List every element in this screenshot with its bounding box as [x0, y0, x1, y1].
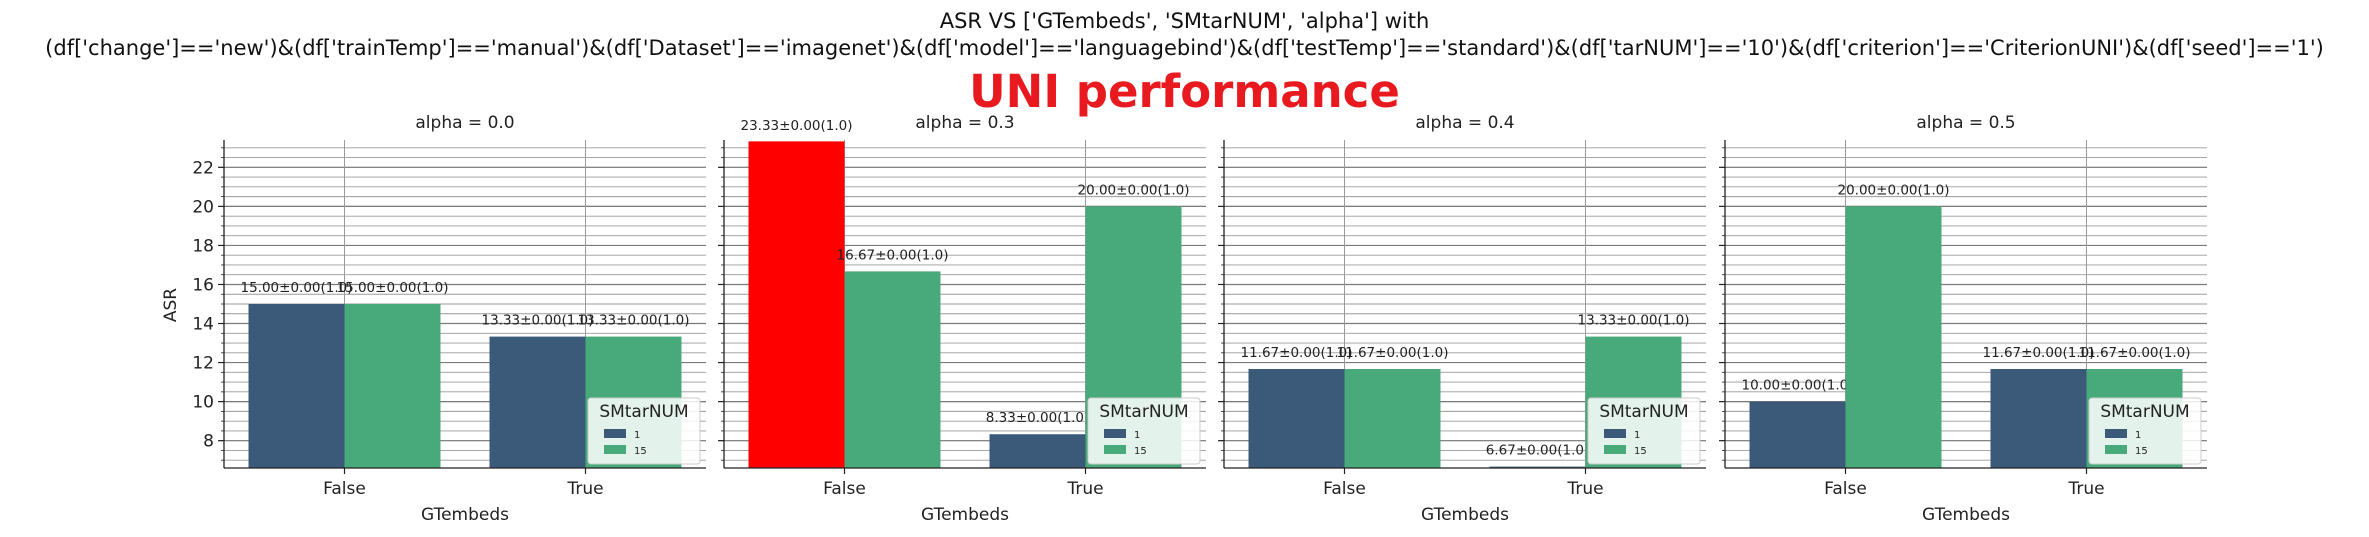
data-label: 13.33±0.00(1.0): [481, 313, 593, 329]
panel-title: alpha = 0.4: [1415, 113, 1514, 133]
x-axis-label: GTembeds: [421, 505, 509, 525]
legend-swatch-1: [604, 429, 626, 438]
legend-entry-label: 1: [1134, 430, 1140, 441]
data-label: 11.67±0.00(1.0): [1982, 345, 2094, 361]
bar-1-false: [1248, 369, 1345, 468]
data-label: 13.33±0.00(1.0): [1577, 313, 1689, 329]
data-label: 11.67±0.00(1.0): [2078, 345, 2190, 361]
legend-entry-label: 15: [1634, 446, 1647, 457]
data-label: 20.00±0.00(1.0): [1837, 182, 1949, 198]
x-tick-label: True: [1566, 479, 1603, 499]
data-label: 23.33±0.00(1.0): [740, 118, 852, 134]
data-label: 20.00±0.00(1.0): [1077, 182, 1189, 198]
data-label: 13.33±0.00(1.0): [577, 313, 689, 329]
data-label: 15.00±0.00(1.0): [240, 280, 352, 296]
data-label: 8.33±0.00(1.0): [986, 410, 1089, 426]
chart-title: ASR VS ['GTembeds', 'SMtarNUM', 'alpha']…: [939, 9, 1430, 33]
data-label: 6.67±0.00(1.0): [1486, 443, 1589, 459]
x-tick-label: False: [823, 479, 866, 499]
y-tick-label: 14: [192, 315, 214, 335]
legend-entry-label: 15: [2135, 446, 2148, 457]
y-axis-label: ASR: [161, 288, 181, 322]
legend-title: SMtarNUM: [599, 402, 688, 422]
legend-entry-label: 1: [2135, 430, 2141, 441]
legend-entry-label: 15: [1134, 446, 1147, 457]
y-tick-label: 18: [192, 236, 214, 256]
bar-15-false: [1845, 206, 1942, 468]
x-tick-label: False: [323, 479, 366, 499]
bar-1-true: [489, 336, 586, 468]
bar-15-false: [844, 271, 941, 468]
legend-entry-label: 15: [634, 446, 647, 457]
x-axis-label: GTembeds: [1922, 505, 2010, 525]
legend-swatch-1: [2105, 429, 2127, 438]
data-label: 11.67±0.00(1.0): [1336, 345, 1448, 361]
legend-swatch-15: [2105, 445, 2127, 454]
y-tick-label: 8: [203, 432, 214, 452]
x-axis-label: GTembeds: [921, 505, 1009, 525]
legend-swatch-15: [1104, 445, 1126, 454]
bar-1-false: [1749, 401, 1846, 468]
bar-1-true: [989, 434, 1086, 468]
data-label: 15.00±0.00(1.0): [336, 280, 448, 296]
legend-entry-label: 1: [1634, 430, 1640, 441]
chart-filter-expression: (df['change']=='new')&(df['trainTemp']==…: [45, 36, 2324, 60]
legend-swatch-15: [1604, 445, 1626, 454]
bar-1-true: [1489, 466, 1586, 468]
x-tick-label: True: [2067, 479, 2104, 499]
bar-15-false: [344, 304, 441, 468]
bar-1-false: [248, 304, 345, 468]
chart-subtitle: UNI performance: [969, 65, 1400, 118]
legend-title: SMtarNUM: [1099, 402, 1188, 422]
y-tick-label: 20: [192, 197, 214, 217]
legend-title: SMtarNUM: [1599, 402, 1688, 422]
x-tick-label: False: [1824, 479, 1867, 499]
panel-title: alpha = 0.0: [415, 113, 514, 133]
legend-swatch-1: [1604, 429, 1626, 438]
bar-1-false: [748, 141, 845, 468]
x-tick-label: True: [1066, 479, 1103, 499]
legend-swatch-1: [1104, 429, 1126, 438]
bar-15-false: [1344, 369, 1441, 468]
data-label: 16.67±0.00(1.0): [836, 247, 948, 263]
y-tick-label: 10: [192, 393, 214, 413]
y-tick-label: 16: [192, 275, 214, 295]
data-label: 11.67±0.00(1.0): [1240, 345, 1352, 361]
bar-1-true: [1990, 369, 2087, 468]
legend-swatch-15: [604, 445, 626, 454]
legend-entry-label: 1: [634, 430, 640, 441]
x-tick-label: True: [566, 479, 603, 499]
panel-title: alpha = 0.3: [915, 113, 1014, 133]
x-axis-label: GTembeds: [1421, 505, 1509, 525]
data-label: 10.00±0.00(1.0): [1741, 378, 1853, 394]
y-tick-label: 22: [192, 158, 214, 178]
y-tick-label: 12: [192, 354, 214, 374]
legend-title: SMtarNUM: [2100, 402, 2189, 422]
x-tick-label: False: [1323, 479, 1366, 499]
panel-title: alpha = 0.5: [1916, 113, 2015, 133]
